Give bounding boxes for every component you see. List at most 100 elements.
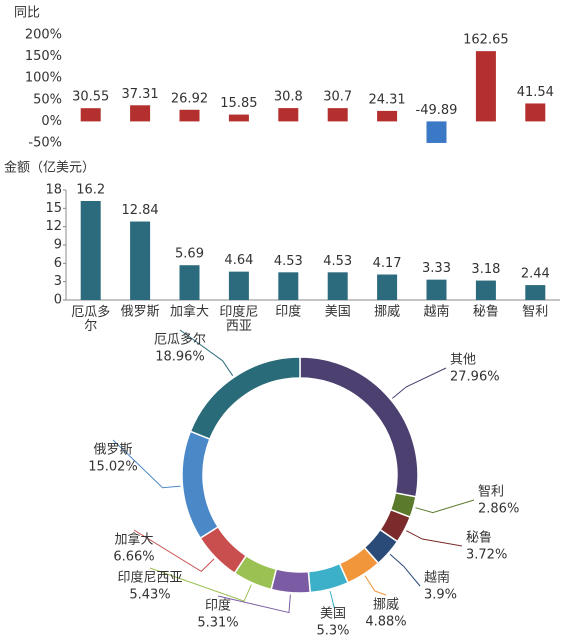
bar [130, 105, 151, 122]
donut-slice [270, 568, 312, 594]
bar [327, 272, 348, 300]
leader-line [406, 530, 463, 547]
donut-slice [299, 356, 419, 498]
donut-slice [189, 356, 301, 441]
data-label: 4.53 [323, 254, 352, 269]
data-label: 30.8 [274, 90, 303, 105]
leader-line [329, 591, 336, 609]
bar [377, 274, 398, 300]
leader-line [364, 575, 387, 596]
leader-line [133, 529, 215, 573]
data-label: 12.84 [121, 203, 158, 218]
data-label: 4.17 [373, 256, 402, 271]
slice-value: 27.96% [450, 370, 500, 385]
data-label: 5.69 [175, 247, 204, 262]
slice-label: 美国 [320, 607, 346, 622]
leader-line [112, 439, 181, 489]
slice-value: 4.88% [365, 615, 406, 630]
leader-line [179, 329, 234, 376]
data-label: 26.92 [171, 91, 208, 106]
slice-label: 其他 [450, 353, 476, 368]
slice-value: 5.3% [316, 624, 349, 639]
leader-line [389, 553, 421, 587]
bar [475, 280, 496, 300]
x-tick-label: 越南 [423, 304, 449, 320]
slice-label: 厄瓜多尔 [154, 332, 206, 348]
bar [278, 272, 299, 300]
x-tick-label: 挪威 [374, 305, 400, 320]
y-tick-label: 12 [45, 219, 62, 234]
x-tick-label: 印度 [275, 304, 301, 320]
data-label: 30.55 [72, 90, 109, 105]
bar [80, 201, 101, 300]
slice-value: 6.66% [113, 550, 154, 565]
y-tick-label: -50% [28, 136, 62, 151]
y-tick-label: 50% [33, 92, 62, 107]
bar [278, 108, 299, 122]
bar [377, 110, 398, 122]
data-label: 41.54 [517, 85, 554, 100]
data-label: 15.85 [220, 96, 257, 111]
y-axis-label: 金额（亿美元） [4, 160, 95, 176]
bar [130, 221, 151, 300]
data-label: 162.65 [463, 33, 509, 48]
y-tick-label: 0% [41, 114, 62, 129]
slice-value: 3.72% [466, 548, 507, 563]
bar [179, 265, 200, 300]
leader-line [415, 499, 475, 514]
y-axis-label: 同比 [14, 6, 40, 21]
bar [475, 51, 496, 122]
bar [426, 121, 447, 143]
x-tick-label: 秘鲁 [473, 305, 499, 320]
y-tick-label: 3 [54, 274, 62, 289]
x-tick-label: 厄瓜多尔 [71, 304, 110, 334]
x-tick-label: 加拿大 [170, 304, 209, 320]
slice-label: 加拿大 [114, 532, 153, 548]
slice-value: 18.96% [155, 350, 205, 365]
x-tick-label: 俄罗斯 [121, 305, 160, 320]
data-label: 4.64 [224, 253, 253, 268]
data-label: 3.33 [422, 261, 451, 276]
slice-value: 5.43% [129, 588, 170, 603]
x-tick-label: 智利 [522, 305, 548, 320]
bar [327, 108, 348, 122]
data-label: -49.89 [416, 103, 458, 118]
data-label: 24.31 [368, 92, 405, 107]
slice-label: 印度 [205, 598, 231, 614]
slice-value: 15.02% [88, 460, 138, 475]
x-tick-label: 美国 [325, 305, 351, 320]
bar [525, 103, 546, 122]
y-tick-label: 100% [25, 71, 62, 86]
slice-value: 5.31% [197, 616, 238, 631]
leader-line [217, 594, 291, 614]
bar [525, 285, 546, 300]
slice-label: 俄罗斯 [93, 443, 132, 458]
slice-label: 挪威 [373, 598, 399, 613]
slice-label: 智利 [478, 485, 504, 500]
bar [228, 114, 249, 122]
y-tick-label: 18 [45, 183, 62, 198]
bar [426, 279, 447, 300]
y-tick-label: 0 [54, 293, 62, 308]
data-label: 30.7 [323, 90, 352, 105]
data-label: 4.53 [274, 254, 303, 269]
slice-label: 越南 [424, 570, 450, 586]
data-label: 2.44 [521, 267, 550, 282]
slice-value: 2.86% [478, 502, 519, 517]
slice-value: 3.9% [424, 588, 457, 603]
bar [179, 109, 200, 122]
donut-slice [307, 562, 350, 594]
y-tick-label: 6 [54, 256, 62, 271]
y-tick-label: 200% [25, 28, 62, 43]
y-tick-label: 150% [25, 49, 62, 64]
y-tick-label: 15 [45, 201, 62, 216]
bar [80, 108, 101, 122]
data-label: 37.31 [121, 87, 158, 102]
donut-slice [181, 430, 220, 540]
data-label: 16.2 [76, 183, 105, 198]
bar [228, 271, 249, 300]
leader-line [149, 567, 252, 602]
slice-label: 秘鲁 [466, 531, 492, 546]
y-tick-label: 9 [54, 238, 62, 253]
